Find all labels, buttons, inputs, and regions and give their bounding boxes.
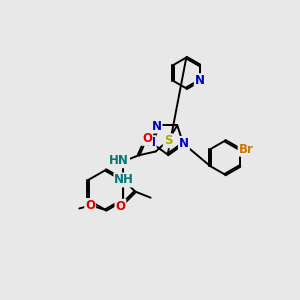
Text: N: N [152,120,162,133]
Text: NH: NH [114,173,134,187]
Text: S: S [164,134,172,147]
Text: N: N [179,137,189,150]
Text: O: O [116,200,125,213]
Text: HN: HN [109,154,129,167]
Text: O: O [85,199,95,212]
Text: N: N [195,74,205,87]
Text: Br: Br [238,143,253,156]
Text: N: N [146,136,156,149]
Text: O: O [142,132,152,145]
